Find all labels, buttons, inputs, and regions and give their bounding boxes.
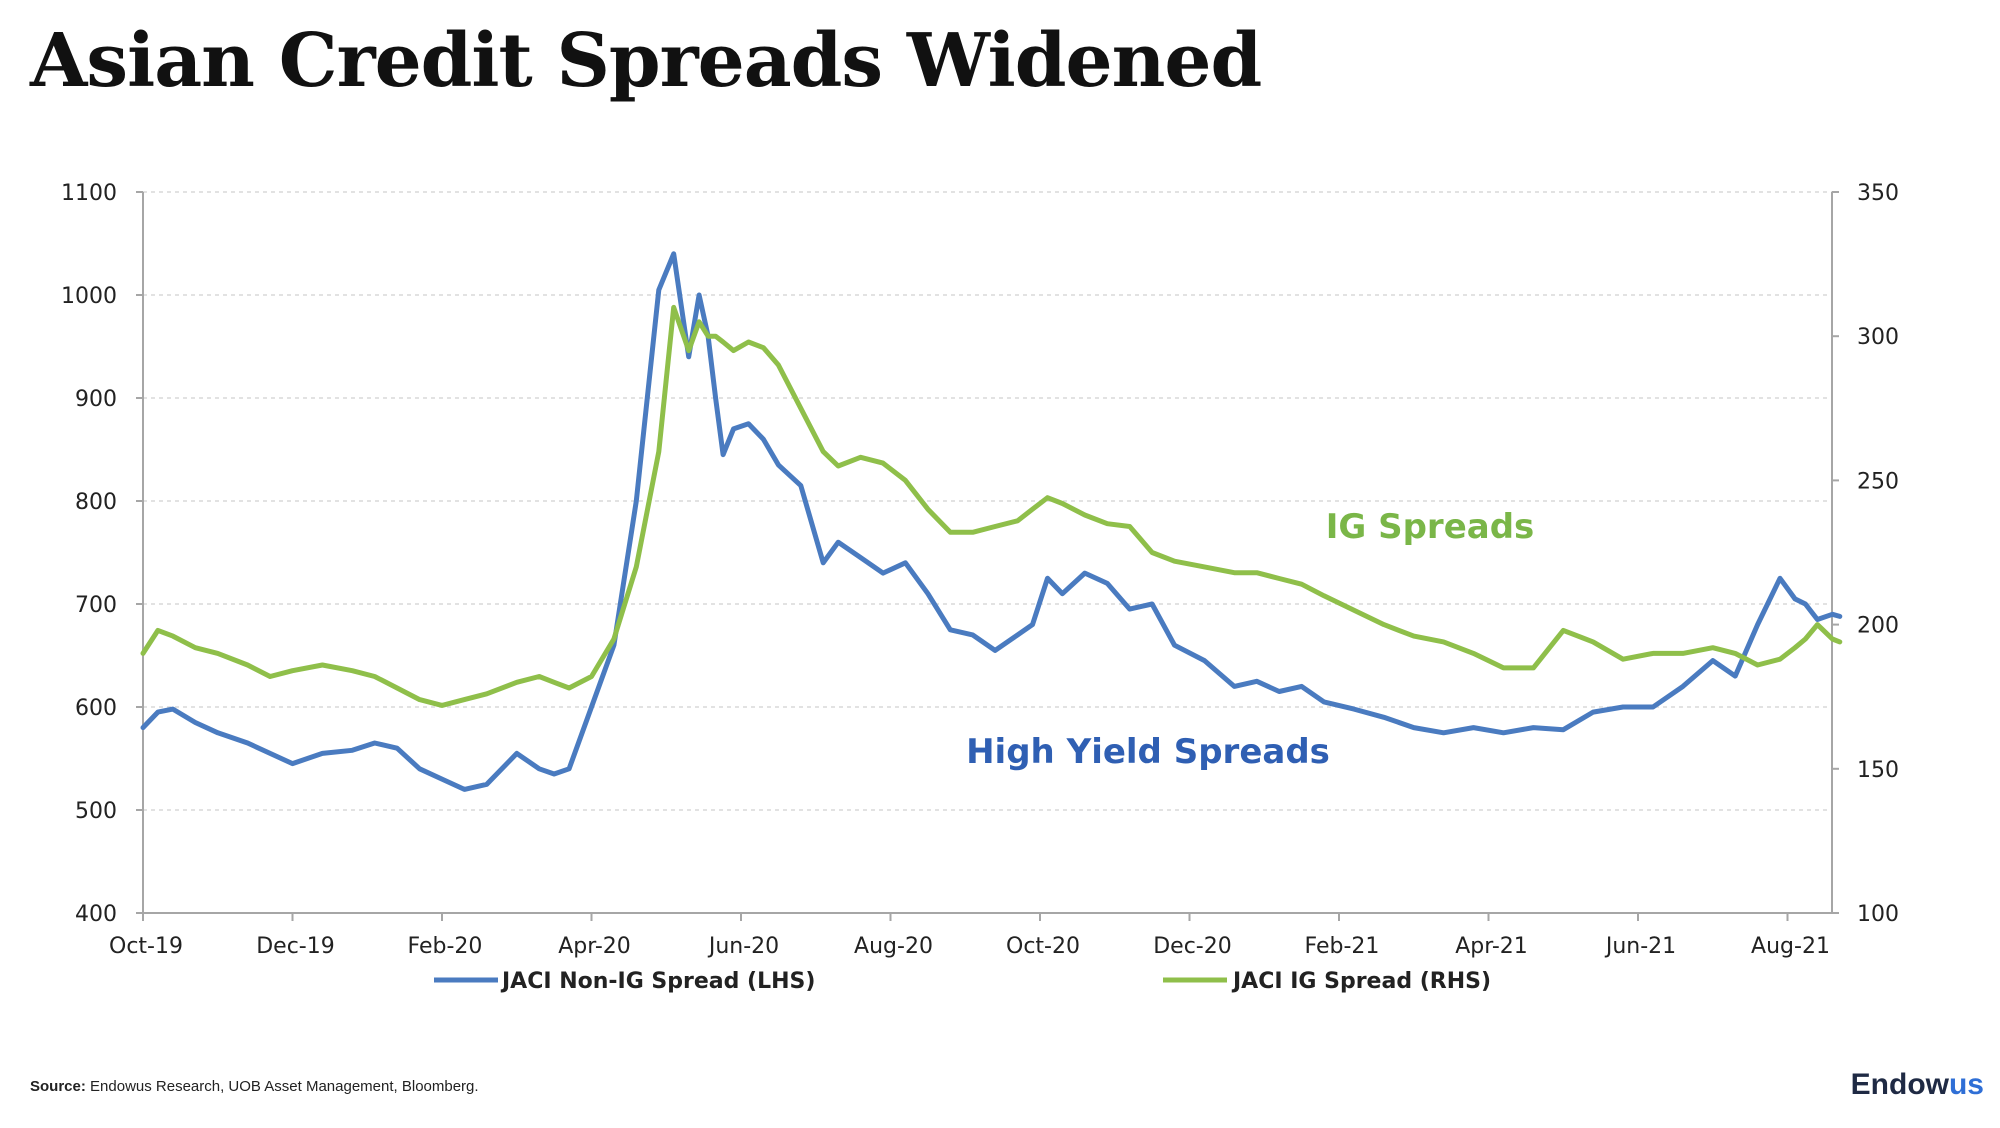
y-right-tick-label: 350 (1857, 181, 1899, 206)
x-tick-label: Dec-20 (1153, 934, 1232, 959)
legend-item-ig: JACI IG Spread (RHS) (1163, 969, 1491, 994)
y-right-tick-label: 150 (1857, 758, 1899, 783)
x-tick-label: Aug-21 (1751, 934, 1830, 959)
series-line-non-ig (140, 251, 1843, 792)
y-left-tick-label: 700 (75, 593, 117, 618)
y-right-tick-label: 100 (1857, 902, 1899, 927)
x-tick-label: Dec-19 (256, 934, 335, 959)
logo-accent-text: us (1948, 1068, 1984, 1101)
slide-title: Asian Credit Spreads Widened (30, 18, 1262, 104)
gridlines (143, 191, 1832, 811)
source-text: Endowus Research, UOB Asset Management, … (90, 1078, 479, 1095)
legend-label: JACI Non-IG Spread (LHS) (500, 969, 815, 994)
series-line-ig (140, 304, 1843, 708)
x-tick-label: Jun-21 (1604, 934, 1676, 959)
legend-label: JACI IG Spread (RHS) (1231, 969, 1491, 994)
y-right-tick-label: 250 (1857, 469, 1899, 494)
annotation-high-yield-spreads: High Yield Spreads (966, 732, 1330, 772)
y-left-tick-label: 1100 (61, 181, 117, 206)
annotations: IG Spreads High Yield Spreads (966, 507, 1534, 772)
y-left-tick-label: 900 (75, 387, 117, 412)
endowus-logo: Endowus (1851, 1068, 1984, 1102)
y-left-tick-label: 1000 (61, 284, 117, 309)
y-left-tick-label: 800 (75, 490, 117, 515)
legend: JACI Non-IG Spread (LHS) JACI IG Spread (… (434, 969, 1491, 994)
source-label: Source: (30, 1078, 86, 1095)
source-note: Source: Endowus Research, UOB Asset Mana… (30, 1078, 479, 1095)
y-left-tick-label: 600 (75, 696, 117, 721)
x-tick-label: Apr-20 (558, 934, 631, 959)
x-tick-label: Aug-20 (854, 934, 933, 959)
logo-main-text: Endow (1850, 1068, 1949, 1101)
annotation-ig-spreads: IG Spreads (1326, 507, 1535, 547)
y-right-tick-label: 300 (1857, 325, 1899, 350)
y-right-tick-label: 200 (1857, 614, 1899, 639)
legend-item-non-ig: JACI Non-IG Spread (LHS) (434, 969, 815, 994)
y-left-tick-label: 400 (75, 902, 117, 927)
y-left-tick-label: 500 (75, 799, 117, 824)
x-tick-label: Feb-20 (408, 934, 483, 959)
x-tick-label: Oct-19 (109, 934, 183, 959)
x-tick-label: Feb-21 (1305, 934, 1380, 959)
x-tick-label: Apr-21 (1455, 934, 1528, 959)
x-tick-label: Jun-20 (707, 934, 779, 959)
x-tick-label: Oct-20 (1006, 934, 1080, 959)
series-lines (140, 251, 1843, 792)
axes: 400 500 600 700 800 900 1000 1100 100 150 200 250 30… (61, 181, 1899, 959)
